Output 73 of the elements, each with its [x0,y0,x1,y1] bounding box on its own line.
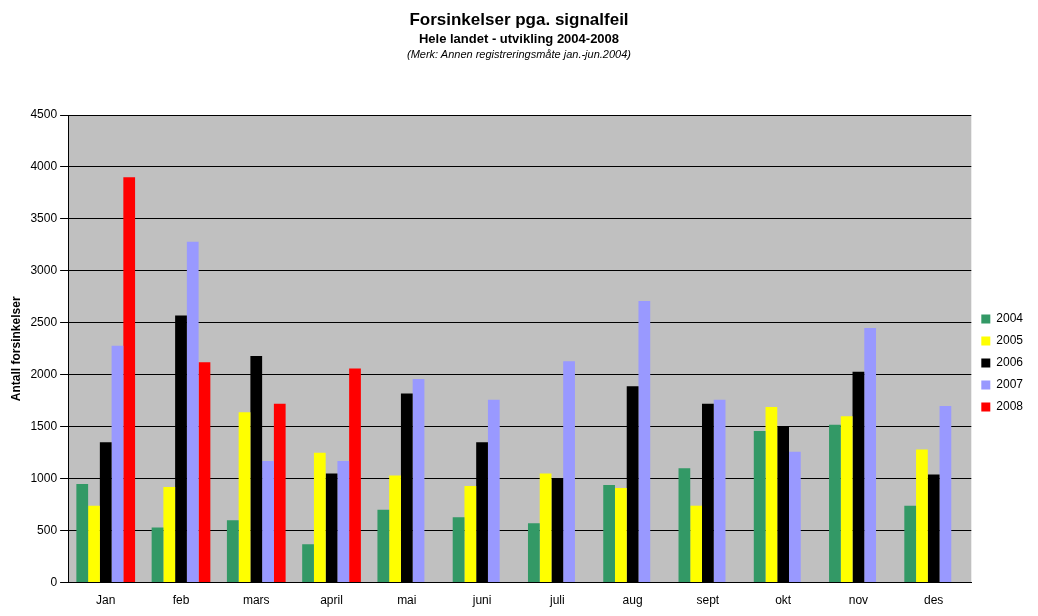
bar [123,177,136,583]
bar [262,461,274,583]
bar [313,452,326,583]
legend-label: 2006 [996,355,1024,370]
bar [563,361,575,583]
y-tick-label: 3500 [30,211,58,226]
bar [527,523,540,583]
y-tick-label: 3000 [30,263,58,278]
x-tick-label: Jan [96,593,116,608]
bar [678,468,691,583]
y-tick-label: 1000 [30,471,58,485]
bar [464,485,477,583]
chart-subtitle: Hele landet - utvikling 2004-2008 [417,31,621,46]
y-tick-label: 4000 [30,159,58,174]
legend-label: 2005 [996,333,1024,348]
bar [840,416,853,583]
bar [690,505,702,583]
bar [412,378,425,583]
bar [916,449,928,583]
bar [88,505,100,583]
text: (Merk: Annen registreringsmåte jan.-jun.2004) [406,48,632,60]
bar [111,345,124,583]
x-tick-label: mars [242,593,270,608]
y-axis-title: Antall forsinkelser [8,296,23,402]
y-tick-label: 500 [37,522,58,537]
bar [389,475,401,583]
legend-label: 2004 [996,311,1024,326]
x-tick-label: aug [622,593,643,608]
y-tick-label: 0 [50,574,58,589]
chart-title: Forsinkelser pga. signalfeil [408,10,630,30]
bar [765,406,778,583]
x-tick-label: des [923,593,944,608]
bar [198,362,211,583]
bar [349,368,361,583]
bar [939,405,952,583]
bar [638,301,651,583]
bar [238,412,251,583]
bar [753,430,766,583]
bar [273,403,286,583]
bar [151,527,164,583]
y-tick-label: 4500 [30,107,58,122]
bar [377,509,390,583]
x-tick-label: april [320,593,343,608]
y-tick-label: 1500 [30,419,58,434]
bar [186,241,199,583]
x-tick-label: nov [848,593,869,608]
bar [614,488,627,583]
bar [302,544,314,583]
bar [927,474,940,583]
bar [603,484,615,583]
bar [76,483,89,583]
legend-label: 2008 [996,399,1024,414]
bar [539,473,552,583]
legend-label: 2007 [996,377,1024,392]
bar [487,399,500,583]
bar [789,451,801,583]
bar [713,399,726,583]
y-tick-label: 2000 [30,367,58,382]
x-tick-label: mai [397,593,417,608]
bar [452,517,465,583]
bar [829,424,841,583]
bar [864,328,877,583]
x-tick-label: juli [549,593,565,608]
bar [163,487,176,583]
y-tick-label: 2500 [30,315,58,330]
bar [904,505,917,583]
bar [337,461,350,583]
bar [226,520,239,583]
x-tick-label: okt [775,593,792,608]
bar [325,473,338,583]
x-tick-label: juni [471,593,492,608]
x-tick-label: feb [172,593,190,608]
x-tick-label: sept [696,593,720,608]
